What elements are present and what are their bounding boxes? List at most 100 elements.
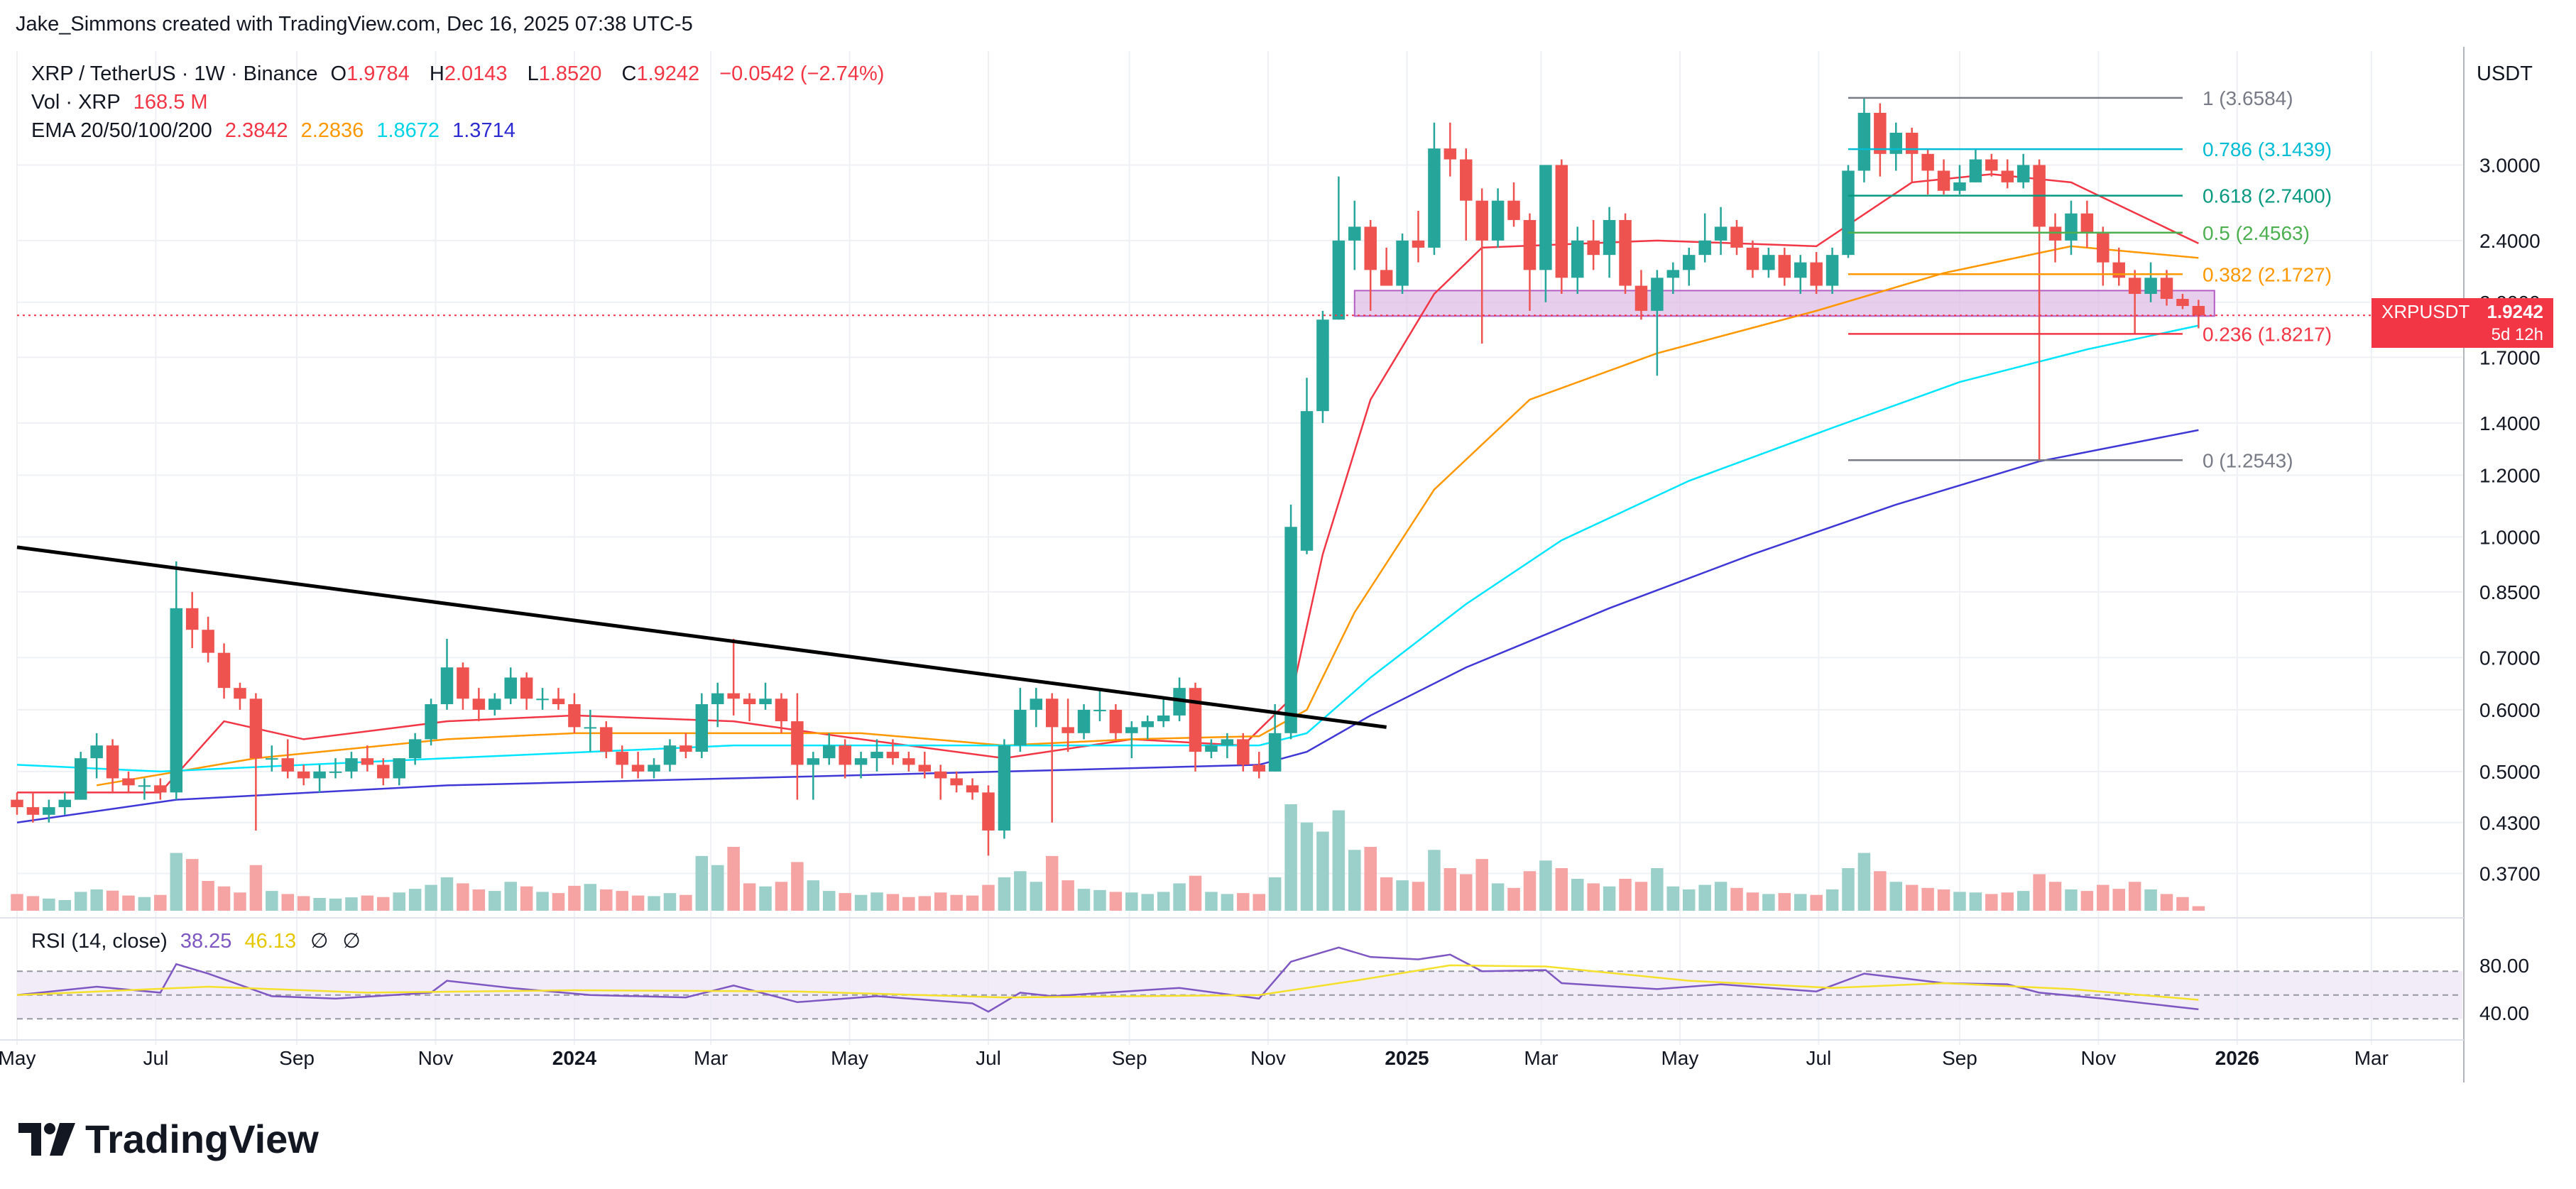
volume-bar <box>631 895 645 911</box>
volume-bar <box>871 892 883 911</box>
volume-bar <box>2033 874 2046 911</box>
fibonacci-retracement[interactable]: 1 (3.6584) 0.786 (3.1439) 0.618 (2.7400) 0.… <box>1848 87 2332 471</box>
candle-body <box>1491 200 1505 241</box>
tradingview-logo[interactable]: TradingView <box>18 1116 319 1162</box>
candle-body <box>74 758 87 800</box>
volume-bar <box>2160 894 2173 911</box>
candle-body <box>1030 698 1043 710</box>
y-tick-label: 1.7000 <box>2479 346 2540 368</box>
candle-body <box>759 698 772 705</box>
candle-body <box>1014 709 1027 746</box>
candle-body <box>122 778 135 786</box>
candle-body <box>648 765 660 772</box>
x-tick-label: Jul <box>976 1047 1001 1069</box>
volume-bar <box>2128 882 2141 911</box>
volume-bar <box>520 886 533 911</box>
candle-body <box>313 771 326 779</box>
candle-body <box>1443 148 1457 160</box>
candle-body <box>934 771 947 779</box>
header-credit: Jake_Simmons created with TradingView.co… <box>16 13 693 35</box>
volume-bar <box>1825 889 1839 911</box>
currency-label[interactable]: USDT <box>2477 62 2533 85</box>
candle-body <box>807 758 820 765</box>
volume-bar <box>1539 860 1552 911</box>
volume-bar <box>1014 871 1027 911</box>
candle-body <box>584 727 597 729</box>
candle-body <box>2097 234 2110 263</box>
volume-bar <box>1061 880 1074 911</box>
volume-bar <box>1842 868 1855 911</box>
rsi-label[interactable]: RSI (14, close) <box>31 930 168 953</box>
candle-body <box>504 677 517 699</box>
volume-bar <box>616 891 628 911</box>
last-price-tag: XRPUSDT 1.9242 5d 12h <box>2372 298 2553 348</box>
candle-body <box>1077 709 1091 733</box>
volume-bar <box>361 895 374 911</box>
rsi-ma-line <box>16 964 2199 1001</box>
symbol-label[interactable]: XRP / TetherUS · 1W · Binance <box>31 62 318 85</box>
volume-bar <box>2016 891 2030 911</box>
candle-body <box>1300 411 1314 551</box>
volume-bar <box>1284 804 1297 911</box>
candle-body <box>1857 112 1871 171</box>
volume-bar <box>2065 889 2078 911</box>
candle-body <box>966 785 979 793</box>
candle-body <box>1698 240 1711 256</box>
volume-bar <box>1141 894 1154 911</box>
brand-name: TradingView <box>85 1117 319 1161</box>
candle-body <box>839 745 851 765</box>
candle-body <box>1045 698 1059 728</box>
candle-body <box>1714 226 1728 241</box>
candle-body <box>1141 721 1154 728</box>
y-tick-label: 1.4000 <box>2479 412 2540 434</box>
low-label: L <box>527 62 539 85</box>
volume-bar <box>2001 892 2014 911</box>
x-tick-label: Jul <box>143 1047 169 1069</box>
x-tick-label: Sep <box>1112 1047 1147 1069</box>
trendline[interactable] <box>16 545 1387 729</box>
volume-bar <box>807 880 820 911</box>
candle-body <box>631 765 645 772</box>
volume-bar <box>1905 884 1919 911</box>
volume-bar <box>1189 875 1202 911</box>
ema-label[interactable]: EMA 20/50/100/200 <box>31 119 212 142</box>
candle-body <box>1332 240 1346 320</box>
legend-rsi: RSI (14, close) 38.25 46.13 ∅ ∅ <box>31 928 361 953</box>
volume-bar <box>1794 894 1807 911</box>
candle-body <box>2128 278 2141 295</box>
candle-body <box>1571 240 1584 278</box>
candle-body <box>1237 739 1250 765</box>
volume-bar <box>329 898 342 911</box>
candle-body <box>695 704 709 752</box>
fib-level-label: 0.618 (2.7400) <box>2203 185 2332 207</box>
volume-bar <box>2097 884 2110 911</box>
volume-bar <box>1874 871 1887 911</box>
candle-body <box>1284 527 1297 733</box>
candle-body <box>1316 319 1329 412</box>
volume-bar <box>1268 877 1282 911</box>
volume-bar <box>11 894 23 911</box>
volume-bar <box>1237 893 1250 911</box>
volume-bar <box>266 891 278 911</box>
volume-bar <box>1523 871 1537 911</box>
candle-body <box>663 745 677 765</box>
volume-label[interactable]: Vol · XRP <box>31 91 121 114</box>
volume-bar <box>839 893 851 911</box>
volume-bar <box>1380 877 1393 911</box>
volume-bar <box>1300 822 1314 911</box>
volume-bar <box>1460 874 1473 911</box>
candle-body <box>1221 739 1234 746</box>
open-label: O <box>330 62 347 85</box>
y-tick-label: 1.0000 <box>2479 526 2540 548</box>
legend-volume: Vol · XRP 168.5 M <box>31 91 215 114</box>
candle-body <box>568 704 581 728</box>
candle-body <box>1985 159 1998 171</box>
volume-bar <box>1125 892 1138 911</box>
change-value: −0.0542 (−2.74%) <box>719 62 885 85</box>
volume-bar <box>2176 897 2189 911</box>
candle-body <box>1252 765 1265 772</box>
candle-body <box>791 721 804 765</box>
rsi-y-tick-label: 80.00 <box>2479 955 2529 977</box>
volume-bar <box>1412 882 1425 911</box>
